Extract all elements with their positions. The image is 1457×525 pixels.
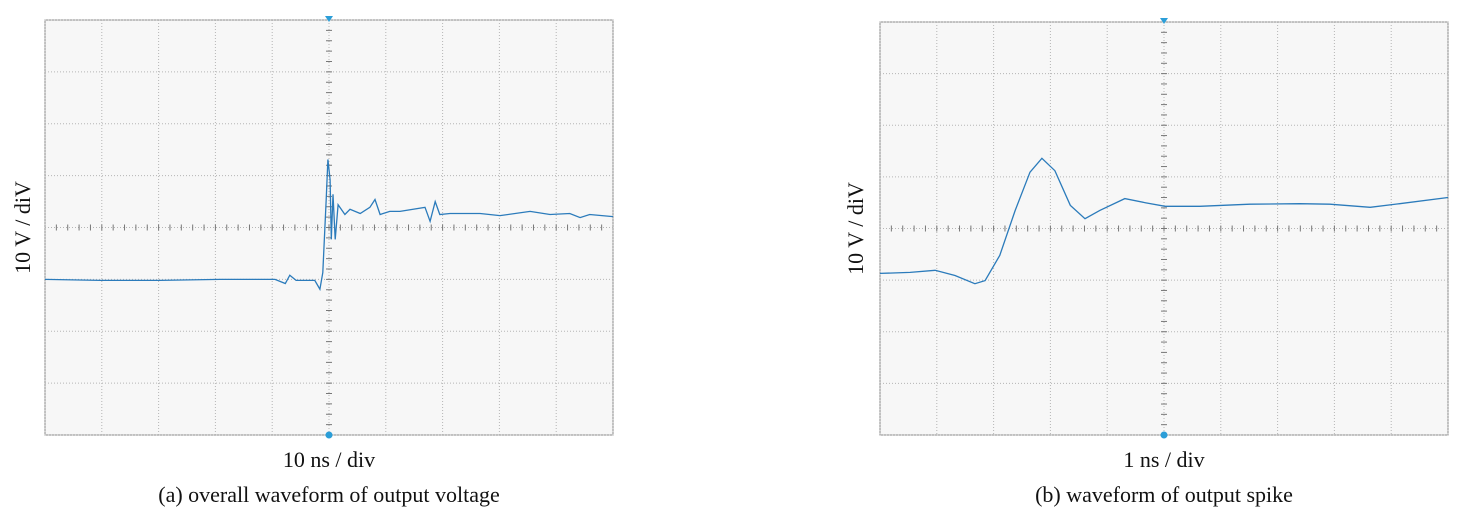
trigger-marker: [325, 16, 333, 22]
waveform: [44, 159, 614, 292]
trigger-marker: [325, 431, 333, 439]
waveform: [879, 157, 1449, 285]
y-axis-label: 10 V / diV: [843, 182, 868, 275]
trigger-marker: [1160, 431, 1168, 439]
x-axis-label: 1 ns / div: [1123, 447, 1204, 472]
caption: (b) waveform of output spike: [1035, 482, 1293, 507]
trigger-marker: [1160, 18, 1168, 24]
caption: (a) overall waveform of output voltage: [158, 482, 499, 507]
y-axis-label: 10 V / diV: [10, 181, 35, 274]
x-axis-label: 10 ns / div: [283, 447, 375, 472]
